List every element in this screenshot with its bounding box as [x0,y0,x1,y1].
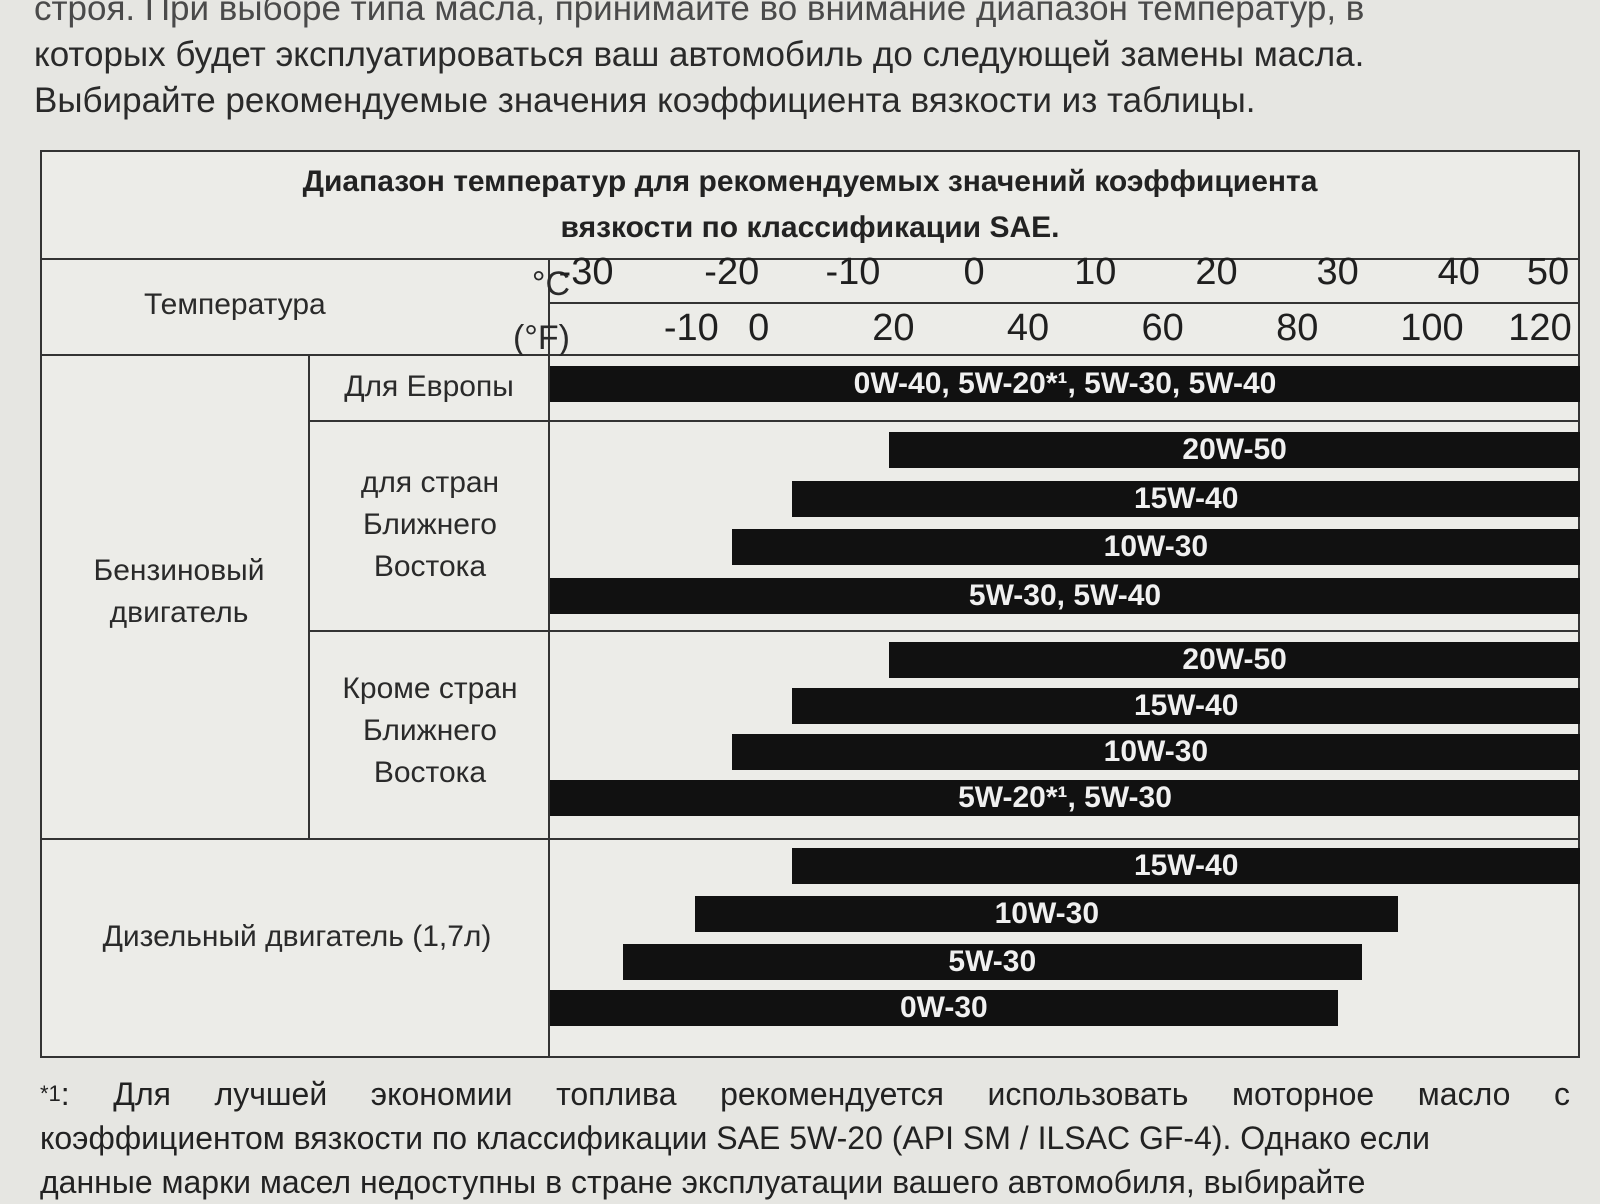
celsius-tick-label: 10 [1074,251,1117,293]
viscosity-bar-label: 0W-40, 5W-20*¹, 5W-30, 5W-40 [853,367,1277,400]
unit-celsius: °C [531,265,570,303]
viscosity-bar-label: 20W-50 [1182,643,1287,676]
viscosity-bar: 0W-40, 5W-20*¹, 5W-30, 5W-40 [550,366,1580,402]
fahrenheit-tick-label: 20 [872,307,915,349]
except-middle-east-label: Кроме стран Ближнего Востока [342,672,518,789]
viscosity-bar: 15W-40 [792,688,1580,724]
fahrenheit-tick-label: 100 [1400,307,1464,349]
petrol-engine-label: Бензиновый двигатель [93,554,265,629]
footnote-line-2: коэффициентом вязкости по классификации … [40,1120,1430,1156]
fahrenheit-tick-label: 40 [1006,307,1050,349]
celsius-tick-label: -20 [704,251,760,293]
unit-fahrenheit: (°F) [512,319,570,357]
intro-line-3: Выбирайте рекомендуемые значения коэффиц… [34,81,1256,120]
viscosity-bar: 0W-30 [550,990,1338,1026]
viscosity-bar: 15W-40 [792,481,1580,517]
celsius-tick-label: -30 [558,251,614,293]
divider-petrol-diesel [42,838,1580,840]
fahrenheit-tick-label: 80 [1276,307,1319,349]
viscosity-bar: 10W-30 [731,734,1580,770]
divider-header-bottom [42,354,1580,356]
viscosity-bar: 15W-40 [792,848,1580,884]
footnote-line-3: данные марки масел недоступны в стране э… [40,1164,1366,1200]
viscosity-bar: 10W-30 [731,529,1580,565]
table-title-line-2: вязкости по классификации SAE. [560,211,1060,244]
fahrenheit-tick-label: -10 [663,307,719,349]
viscosity-bar-label: 0W-30 [899,991,988,1024]
viscosity-bar: 5W-30 [622,944,1362,980]
viscosity-bar-label: 10W-30 [994,897,1100,930]
viscosity-bar-label: 15W-40 [1133,482,1239,515]
fahrenheit-tick-label: 60 [1141,307,1184,349]
divider-region-column [308,354,310,838]
viscosity-bar-label: 15W-40 [1133,849,1239,882]
celsius-tick-label: 50 [1526,251,1570,293]
footnote-line-1: : Для лучшей экономии топлива рекомендуе… [60,1076,1570,1112]
footnote: *1: Для лучшей экономии топлива рекоменд… [40,1072,1570,1204]
viscosity-bar-label: 5W-30, 5W-40 [968,579,1162,612]
divider-header-f [548,302,1580,304]
viscosity-bar: 5W-30, 5W-40 [550,578,1580,614]
celsius-tick-label: 20 [1195,251,1238,293]
intro-line-1: строя. При выборе типа масла, принимайте… [34,0,1365,28]
intro-text: строя. При выборе типа масла, принимайте… [34,0,1574,124]
intro-line-2: которых будет эксплуатироваться ваш авто… [34,35,1365,74]
table-title: Диапазон температур для рекомендуемых зн… [42,152,1578,260]
temperature-label: Температура [144,288,326,321]
viscosity-table: Диапазон температур для рекомендуемых зн… [40,150,1580,1058]
viscosity-bar-label: 10W-30 [1103,735,1209,768]
viscosity-bar: 20W-50 [889,642,1580,678]
viscosity-bar: 5W-20*¹, 5W-30 [550,780,1580,816]
viscosity-bar-label: 15W-40 [1133,689,1239,722]
viscosity-bar-label: 10W-30 [1103,530,1209,563]
diesel-label: Дизельный двигатель (1,7л) [102,920,492,953]
divider-europe [308,420,1580,422]
celsius-tick-label: 0 [963,251,985,293]
viscosity-bar: 10W-30 [695,896,1399,932]
divider-middle-east [308,630,1580,632]
celsius-tick-label: 40 [1437,251,1480,293]
celsius-tick-label: 30 [1316,251,1359,293]
celsius-tick-label: -10 [825,251,881,293]
viscosity-bar-label: 20W-50 [1182,433,1287,466]
divider-label-column [548,258,550,1058]
middle-east-label: для стран Ближнего Востока [360,466,500,583]
fahrenheit-tick-label: 120 [1508,307,1572,349]
viscosity-bar-label: 5W-30 [948,945,1037,978]
table-title-line-1: Диапазон температур для рекомендуемых зн… [302,165,1318,198]
footnote-mark: *1 [40,1081,61,1106]
fahrenheit-tick-label: 0 [748,307,770,349]
viscosity-bar: 20W-50 [889,432,1580,468]
viscosity-bar-label: 5W-20*¹, 5W-30 [958,781,1172,814]
europe-label: Для Европы [344,370,514,403]
